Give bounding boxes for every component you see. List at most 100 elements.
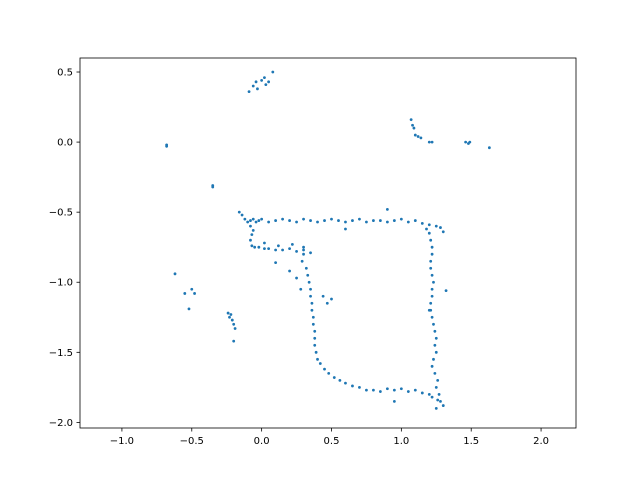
data-point (358, 385, 361, 389)
data-point (309, 294, 312, 298)
data-point (183, 292, 187, 295)
x-tick-label: 1.0 (393, 436, 409, 447)
data-point (441, 230, 445, 234)
data-point (243, 217, 247, 221)
data-point (309, 251, 312, 255)
data-point (295, 220, 298, 224)
data-point (385, 387, 389, 391)
data-point (399, 217, 403, 221)
data-point (436, 398, 440, 402)
data-point (246, 220, 250, 224)
data-point (385, 220, 389, 224)
data-point (464, 140, 468, 144)
data-point (444, 289, 448, 293)
data-point (427, 223, 431, 227)
data-point (277, 244, 280, 248)
data-point (257, 245, 261, 249)
data-point (295, 250, 298, 253)
data-point (434, 350, 438, 354)
data-point (430, 252, 434, 256)
data-point (430, 245, 434, 249)
data-point (309, 219, 312, 222)
data-point (439, 399, 442, 403)
data-point (313, 343, 317, 347)
data-point (304, 266, 308, 270)
data-point (409, 118, 413, 122)
data-point (487, 146, 491, 150)
data-point (372, 388, 375, 392)
data-point (433, 329, 437, 333)
data-point (290, 243, 294, 246)
data-point (165, 144, 169, 148)
data-point (313, 329, 317, 333)
data-point (337, 219, 340, 222)
data-point (323, 367, 326, 371)
data-point (237, 210, 241, 214)
x-tick-label: −0.5 (180, 436, 204, 447)
data-point (288, 219, 291, 222)
data-point (327, 371, 331, 375)
data-point (299, 287, 303, 291)
y-axis-ticks: 0.5 0.0 −0.5 −1.0 −1.5 −2.0 (49, 68, 80, 429)
data-point (232, 339, 236, 343)
x-tick-label: 2.0 (533, 436, 549, 447)
y-tick-label: 0.0 (57, 138, 73, 149)
data-point (249, 219, 252, 222)
data-point (288, 247, 291, 251)
data-point (253, 245, 257, 249)
data-point (372, 219, 375, 222)
data-point (432, 357, 435, 361)
data-point (288, 269, 291, 273)
data-point (254, 220, 258, 224)
data-point (392, 388, 396, 392)
data-point (330, 217, 333, 221)
data-point (365, 388, 368, 392)
data-point (412, 126, 416, 130)
data-point (240, 213, 244, 217)
data-point (392, 399, 396, 403)
data-point (420, 221, 424, 225)
data-point (425, 227, 428, 231)
data-point (250, 244, 254, 248)
data-point (399, 387, 403, 391)
data-point (310, 301, 314, 305)
x-tick-label: −1.0 (110, 436, 134, 447)
x-tick-label: 1.5 (463, 436, 479, 447)
data-point (281, 217, 284, 221)
data-point (436, 378, 440, 382)
data-point (419, 136, 423, 140)
data-point (251, 217, 255, 221)
data-point (316, 220, 319, 224)
data-point (254, 80, 258, 84)
data-point (323, 219, 326, 222)
data-point (233, 327, 237, 330)
data-point (313, 336, 317, 340)
data-point (430, 315, 434, 319)
data-point (249, 238, 252, 242)
data-point (385, 207, 389, 211)
data-point (325, 301, 329, 305)
data-point (321, 294, 325, 298)
data-point (430, 294, 434, 298)
data-point (271, 70, 275, 74)
data-point (251, 228, 255, 232)
data-point (263, 76, 266, 80)
data-point (344, 381, 347, 385)
data-point (427, 231, 431, 235)
data-point (306, 273, 310, 277)
data-point (311, 315, 315, 319)
data-point (411, 123, 414, 127)
data-point (302, 245, 305, 249)
x-tick-label: 0.0 (254, 436, 270, 447)
data-point (311, 322, 315, 326)
data-point (256, 87, 259, 91)
data-point (332, 376, 336, 379)
data-points (165, 70, 491, 410)
data-point (229, 313, 233, 316)
data-point (281, 248, 284, 252)
data-point (434, 224, 438, 228)
data-point (226, 311, 230, 315)
data-point (344, 220, 347, 224)
data-point (267, 247, 271, 251)
